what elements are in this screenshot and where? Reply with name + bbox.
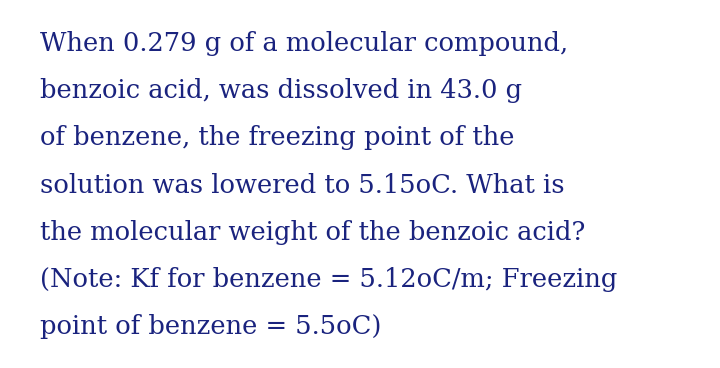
Text: When 0.279 g of a molecular compound,: When 0.279 g of a molecular compound, bbox=[40, 31, 568, 56]
Text: benzoic acid, was dissolved in 43.0 g: benzoic acid, was dissolved in 43.0 g bbox=[40, 78, 522, 103]
Text: (Note: Kf for benzene = 5.12oC/m; Freezing: (Note: Kf for benzene = 5.12oC/m; Freezi… bbox=[40, 267, 617, 292]
Text: the molecular weight of the benzoic acid?: the molecular weight of the benzoic acid… bbox=[40, 220, 585, 245]
Text: of benzene, the freezing point of the: of benzene, the freezing point of the bbox=[40, 125, 514, 151]
Text: solution was lowered to 5.15oC. What is: solution was lowered to 5.15oC. What is bbox=[40, 173, 564, 198]
Text: point of benzene = 5.5oC): point of benzene = 5.5oC) bbox=[40, 314, 381, 339]
